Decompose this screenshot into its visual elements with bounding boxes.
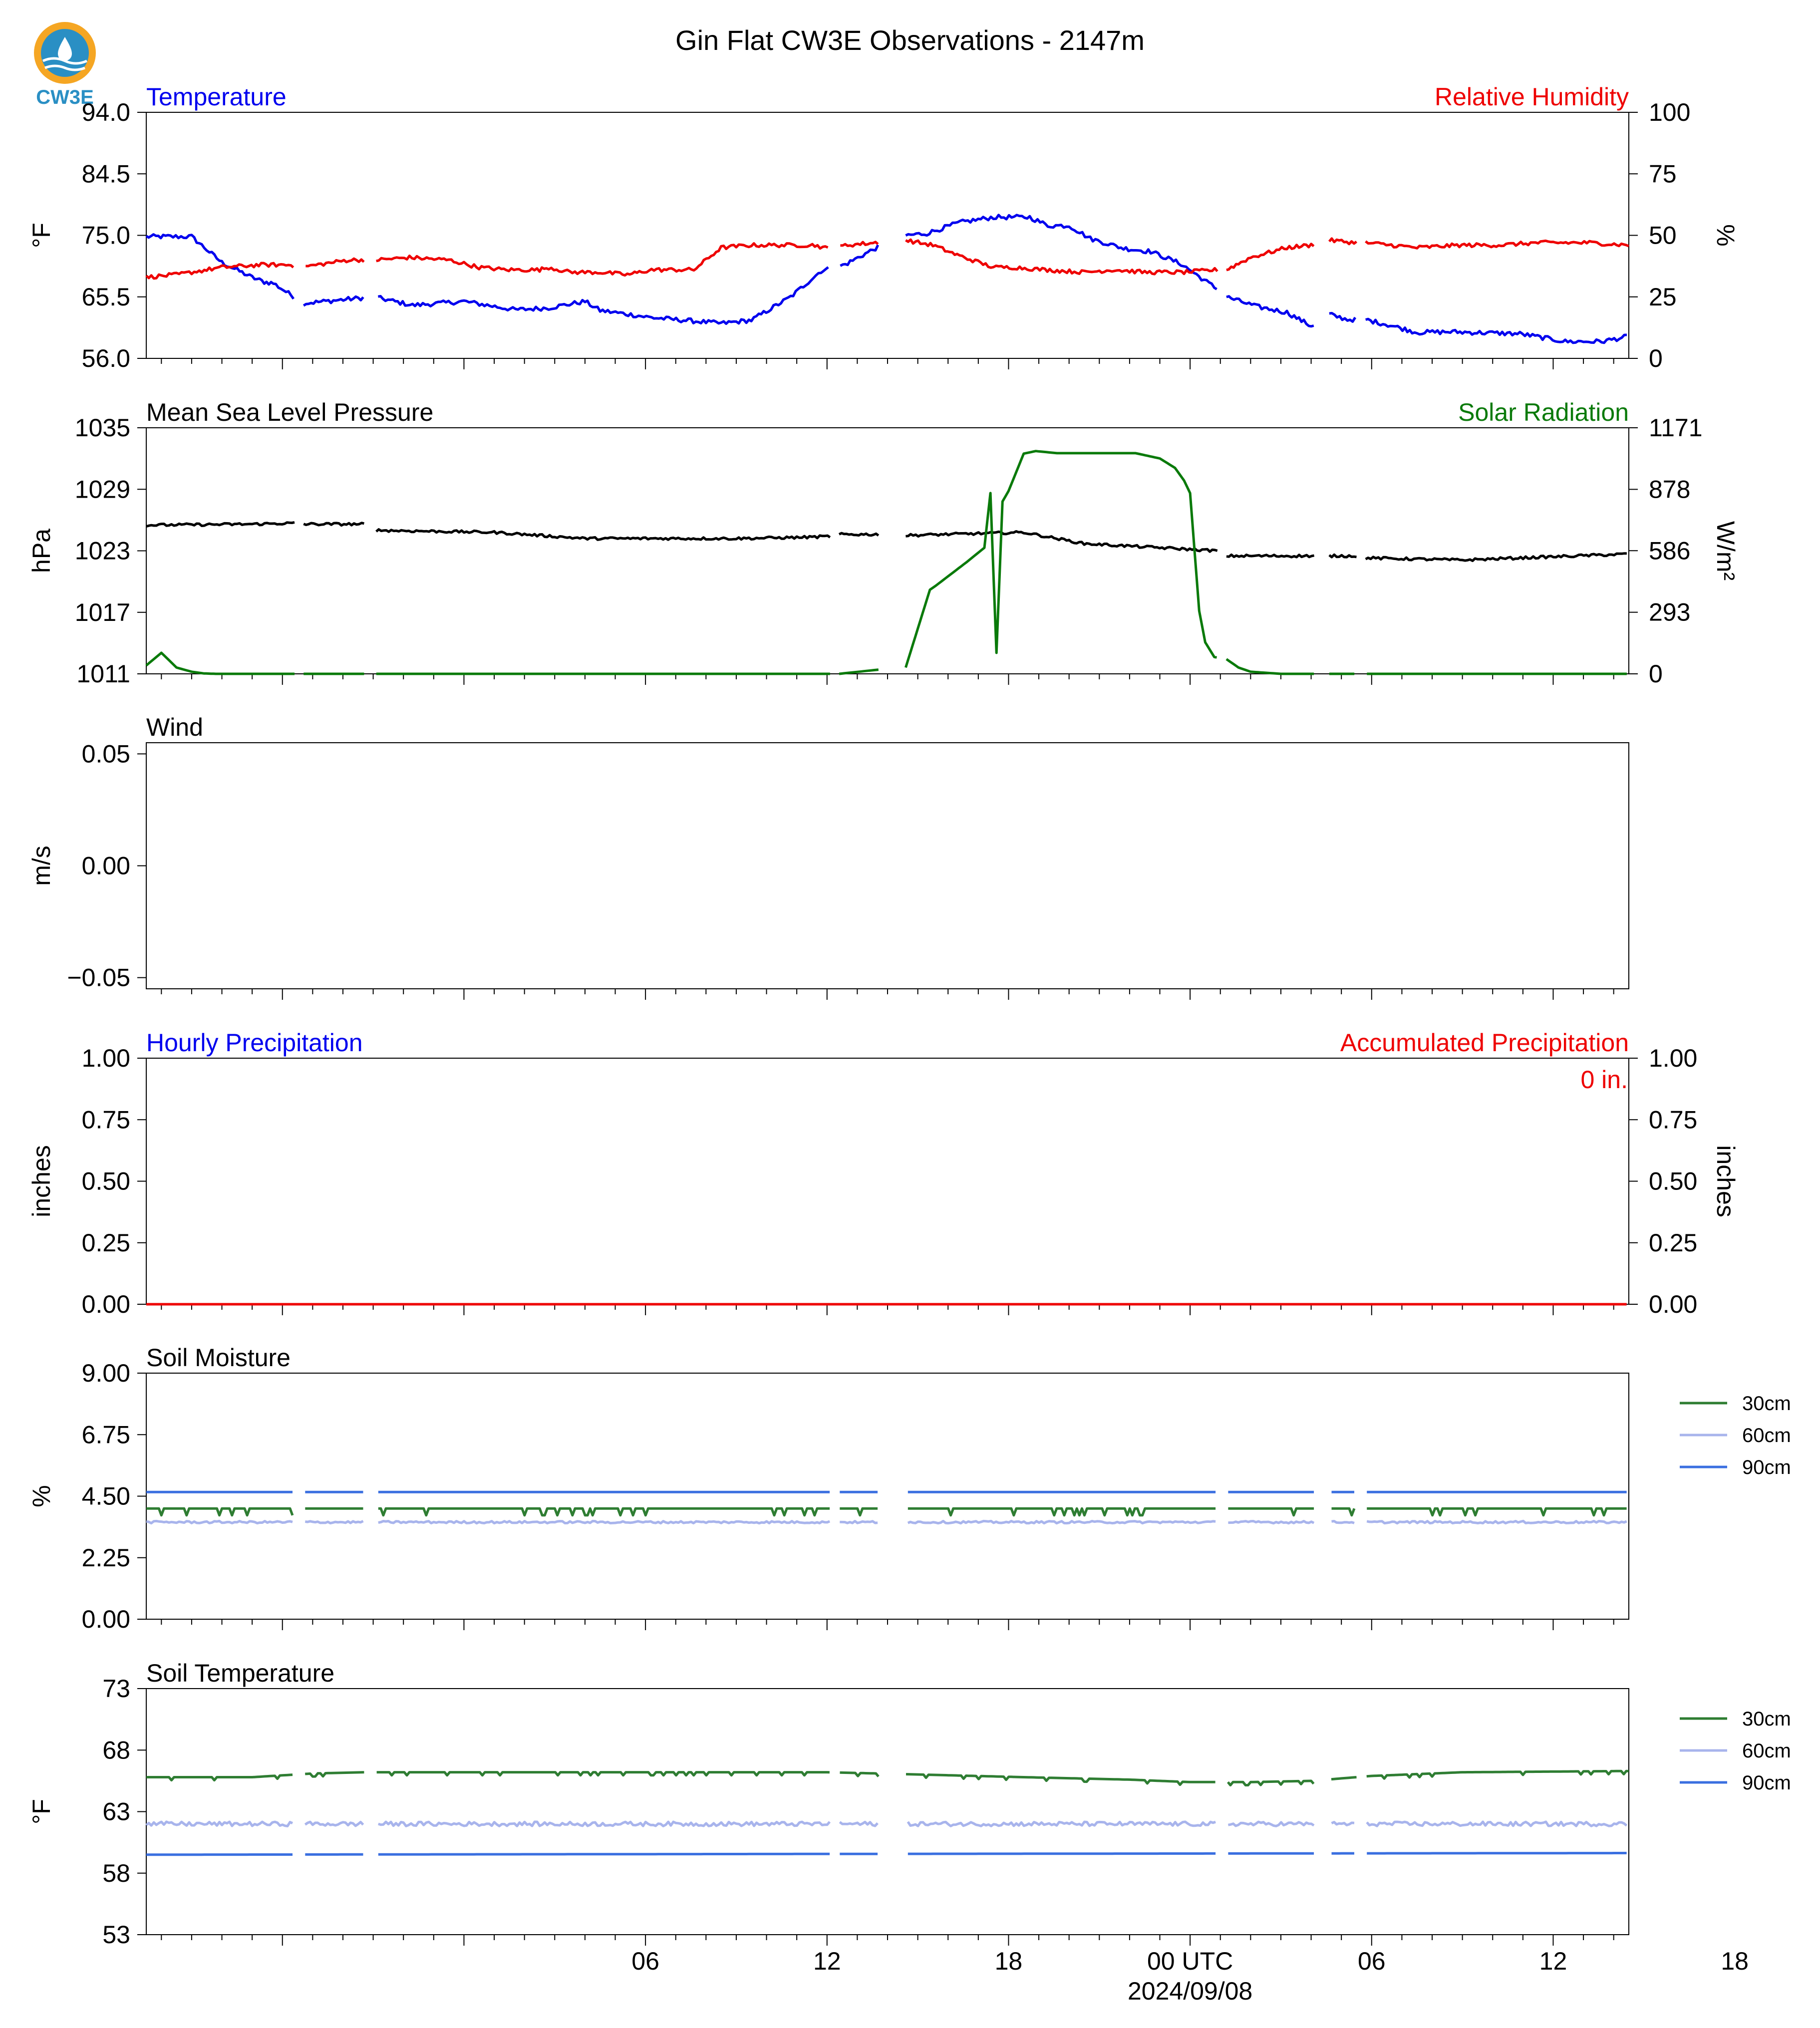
y-axis-label: °F [27, 223, 55, 248]
panel-title-left: Wind [146, 713, 203, 741]
plot-frame [146, 112, 1629, 359]
y-tick-label-right: 100 [1649, 98, 1690, 126]
plot-frame [146, 1373, 1629, 1620]
logo-wave [42, 57, 88, 65]
y-axis-label-right: W/m² [1712, 521, 1740, 580]
y-axis-label-right: inches [1712, 1145, 1740, 1217]
y-tick-label-right: 0.50 [1649, 1167, 1697, 1195]
y-tick-label: 0.00 [82, 1290, 130, 1318]
legend-label: 30cm [1742, 1708, 1791, 1730]
y-tick-label-right: 1.00 [1649, 1044, 1697, 1072]
y-tick-label: −0.05 [67, 964, 130, 992]
panel-title-right: Relative Humidity [1435, 83, 1629, 111]
y-axis-label-right: % [1712, 224, 1740, 246]
x-tick-label: 06 [1358, 1947, 1386, 1975]
series-line-solar-radiation [145, 450, 1627, 675]
plot-frame [146, 742, 1629, 989]
cw3e-logo: CW3E [34, 22, 96, 108]
panel-title-left: Hourly Precipitation [146, 1029, 363, 1057]
y-tick-label-right: 0.25 [1649, 1229, 1697, 1257]
legend-label: 90cm [1742, 1456, 1791, 1478]
y-tick-label-right: 0.00 [1649, 1290, 1697, 1318]
y-tick-label-right: 0.75 [1649, 1106, 1697, 1134]
y-tick-label: 2.25 [82, 1544, 130, 1572]
y-tick-label: 75.0 [82, 222, 130, 250]
y-tick-label-right: 586 [1649, 537, 1690, 565]
y-axis-label: inches [27, 1145, 55, 1217]
y-tick-label-right: 0 [1649, 344, 1663, 372]
panel-title-left: Soil Moisture [146, 1344, 291, 1372]
y-tick-label: 1023 [75, 537, 130, 565]
y-axis-label: % [27, 1485, 55, 1507]
y-tick-label: 4.50 [82, 1482, 130, 1510]
panel-title-right: Accumulated Precipitation [1340, 1029, 1629, 1057]
y-tick-label: 0.75 [82, 1106, 130, 1134]
y-tick-label: 0.00 [82, 1605, 130, 1633]
y-axis-label: °F [27, 1799, 55, 1824]
logo-text: CW3E [36, 86, 94, 108]
x-date-label: 2024/09/08 [1128, 1977, 1252, 2005]
y-tick-label: 73 [102, 1675, 130, 1703]
y-tick-label-right: 878 [1649, 475, 1690, 503]
y-tick-label: 53 [102, 1921, 130, 1949]
logo-drop-icon [58, 37, 72, 61]
y-tick-label: 63 [102, 1798, 130, 1826]
plot-frame [146, 427, 1629, 674]
y-tick-label-right: 0 [1649, 660, 1663, 688]
y-tick-label: 1.00 [82, 1044, 130, 1072]
logo-wave [44, 64, 85, 71]
accumulated-total-label: 0 in. [1580, 1066, 1628, 1094]
y-axis-label: hPa [27, 529, 55, 573]
y-tick-label: 56.0 [82, 344, 130, 372]
x-tick-label: 18 [1721, 1947, 1749, 1975]
panels: Temperature Relative Humidity 56.0 65.5 75.0… [27, 83, 1791, 2005]
y-tick-label-right: 50 [1649, 222, 1677, 250]
y-tick-label: 1029 [75, 475, 130, 503]
y-tick-label: 58 [102, 1859, 130, 1887]
y-tick-label: 9.00 [82, 1359, 130, 1387]
series-line-temperature [145, 214, 1627, 344]
x-tick-label: 06 [631, 1947, 659, 1975]
y-tick-label-right: 293 [1649, 598, 1690, 626]
legend-label: 30cm [1742, 1393, 1791, 1415]
series-line-60cm [145, 1820, 1628, 1827]
chart-title: Gin Flat CW3E Observations - 2147m [675, 24, 1145, 56]
x-tick-label: 12 [813, 1947, 841, 1975]
plot-frame [146, 1688, 1629, 1935]
series-line-90cm [146, 1852, 1627, 1856]
y-tick-label: 0.00 [82, 852, 130, 880]
y-tick-label: 1011 [76, 660, 130, 688]
y-tick-label: 6.75 [82, 1421, 130, 1449]
y-tick-label-right: 25 [1649, 283, 1677, 311]
series-line-60cm [146, 1519, 1627, 1525]
y-tick-label: 0.05 [82, 740, 130, 768]
panel-title-right: Solar Radiation [1458, 398, 1629, 426]
series-line-30cm [146, 1507, 1627, 1517]
y-tick-label: 1017 [75, 598, 130, 626]
x-tick-label: 00 UTC [1147, 1947, 1233, 1975]
x-tick-label: 18 [995, 1947, 1023, 1975]
y-tick-label: 1035 [75, 414, 130, 442]
x-tick-label: 12 [1539, 1947, 1567, 1975]
panel-title-left: Mean Sea Level Pressure [146, 398, 433, 426]
legend-label: 60cm [1742, 1740, 1791, 1762]
y-tick-label: 0.50 [82, 1167, 130, 1195]
legend-label: 60cm [1742, 1425, 1791, 1447]
panel-title-left: Soil Temperature [146, 1659, 334, 1687]
y-tick-label: 0.25 [82, 1229, 130, 1257]
legend-label: 90cm [1742, 1772, 1791, 1794]
series-line-relative-humidity [145, 237, 1629, 280]
series-line-mean-sea-level-pressure [146, 521, 1627, 563]
y-tick-label-right: 75 [1649, 160, 1677, 188]
y-tick-label: 65.5 [82, 283, 130, 311]
plot-frame [146, 1058, 1629, 1305]
y-tick-label: 94.0 [82, 98, 130, 126]
series-line-30cm [146, 1769, 1629, 1786]
y-axis-label: m/s [27, 846, 55, 886]
y-tick-label: 84.5 [82, 160, 130, 188]
y-tick-label-right: 1171 [1649, 414, 1703, 442]
panel-title-left: Temperature [146, 83, 287, 111]
y-tick-label: 68 [102, 1736, 130, 1764]
